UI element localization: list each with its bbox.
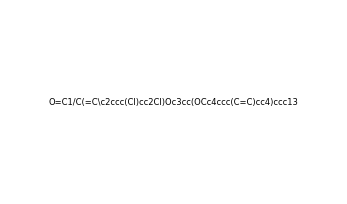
Text: O=C1/C(=C\c2ccc(Cl)cc2Cl)Oc3cc(OCc4ccc(C=C)cc4)ccc13: O=C1/C(=C\c2ccc(Cl)cc2Cl)Oc3cc(OCc4ccc(C…: [49, 98, 298, 106]
